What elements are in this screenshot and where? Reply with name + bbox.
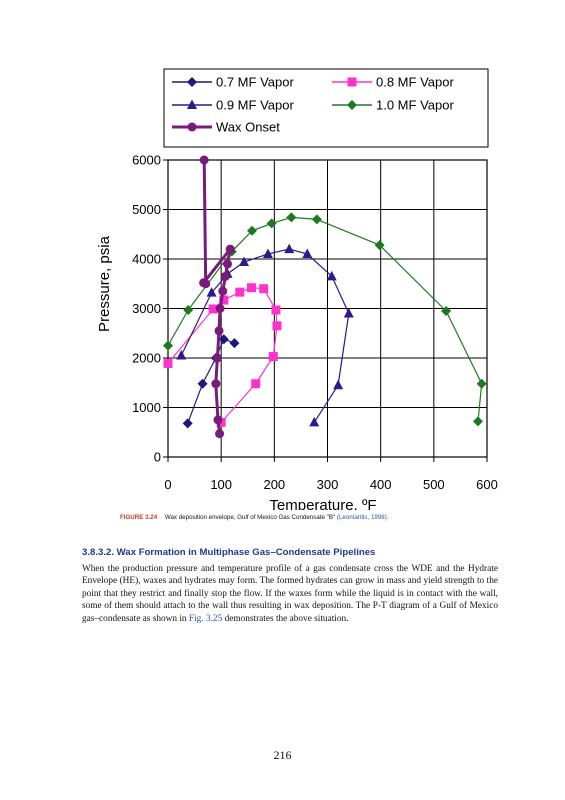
data-point — [212, 353, 222, 363]
data-point — [472, 416, 483, 427]
body-paragraph: When the production pressure and tempera… — [82, 563, 498, 625]
y-tick-label: 2000 — [132, 351, 161, 366]
data-point — [223, 259, 233, 269]
data-point — [268, 352, 278, 362]
chart-axes: 0 100 200 300 400 500 600010002000300040005000… — [132, 153, 498, 493]
data-point — [208, 304, 218, 314]
x-tick-label: 0 — [164, 477, 171, 492]
y-tick-label: 5000 — [132, 202, 161, 217]
data-point — [374, 240, 385, 251]
y-tick-label: 0 — [154, 450, 161, 465]
data-point — [262, 248, 273, 259]
data-point — [176, 350, 187, 360]
x-tick-label: 100 — [210, 477, 232, 492]
x-tick-label: 600 — [476, 477, 498, 492]
wax-deposition-chart: 0.7 MF Vapor 0.8 MF Vapor 0.9 MF Vapor 1.0 … — [96, 68, 498, 510]
data-point — [441, 305, 452, 316]
data-point — [201, 279, 211, 289]
legend-label: 1.0 MF Vapor — [376, 98, 454, 113]
legend-swatch-marker — [347, 100, 357, 110]
data-point — [219, 295, 229, 305]
y-axis-label: Pressure, psia — [96, 235, 113, 332]
y-tick-label: 4000 — [132, 252, 161, 267]
legend-swatch-marker — [187, 77, 197, 87]
x-tick-label: 400 — [370, 477, 392, 492]
data-point — [225, 244, 235, 254]
legend-item: Wax Onset — [172, 120, 280, 135]
data-point — [246, 283, 256, 293]
data-point — [218, 334, 229, 345]
data-point — [206, 287, 217, 297]
data-point — [213, 415, 223, 425]
legend-label: 0.9 MF Vapor — [216, 98, 294, 113]
legend-swatch-marker — [187, 122, 197, 132]
legend-swatch-marker — [347, 77, 357, 87]
x-tick-label: 500 — [423, 477, 445, 492]
data-point — [333, 379, 344, 390]
data-point — [259, 284, 269, 294]
data-point — [284, 243, 295, 254]
data-point — [218, 286, 228, 296]
data-point — [183, 304, 194, 315]
legend-item: 0.7 MF Vapor — [172, 75, 294, 90]
data-point — [247, 225, 258, 236]
data-point — [251, 379, 261, 389]
series-1-0-mf-vapor — [163, 212, 487, 427]
chart-series — [163, 155, 487, 439]
figure-reference-link[interactable]: Fig. 3.25 — [188, 613, 223, 624]
figure-citation[interactable]: (Leontaritis, 1998). — [336, 514, 389, 521]
data-point — [211, 379, 221, 389]
figure-label: FIGURE 3.24 — [120, 514, 158, 521]
section-heading: 3.8.3.2. Wax Formation in Multiphase Gas… — [82, 547, 376, 558]
legend-item: 0.8 MF Vapor — [332, 75, 454, 90]
data-point — [286, 212, 297, 223]
data-point — [215, 429, 225, 439]
series-0-7-mf-vapor — [182, 334, 240, 429]
legend-label: 0.8 MF Vapor — [376, 75, 454, 90]
data-point — [182, 418, 193, 429]
legend-item: 1.0 MF Vapor — [332, 98, 454, 113]
y-tick-label: 6000 — [132, 153, 161, 168]
legend-box — [163, 68, 489, 148]
data-point — [311, 214, 322, 225]
data-point — [309, 416, 320, 427]
data-point — [272, 321, 282, 331]
data-point — [266, 218, 277, 229]
figure-caption-text: Wax deposition envelope, Gulf of Mexico … — [164, 514, 336, 521]
page-number: 216 — [273, 748, 292, 762]
paragraph-text: When the production pressure and tempera… — [82, 564, 498, 624]
paragraph-text-end: demonstrates the above situation. — [224, 613, 349, 624]
x-tick-label: 300 — [317, 477, 339, 492]
data-point — [199, 155, 209, 165]
data-point — [214, 326, 224, 336]
data-point — [326, 270, 337, 281]
chart-legend: 0.7 MF Vapor 0.8 MF Vapor 0.9 MF Vapor 1.0 … — [163, 68, 489, 148]
data-point — [476, 378, 487, 389]
figure-caption: FIGURE 3.24 Wax deposition envelope, Gul… — [120, 514, 540, 521]
data-point — [239, 256, 250, 266]
data-point — [220, 271, 230, 281]
data-point — [215, 304, 225, 313]
legend-item: 0.9 MF Vapor — [172, 98, 294, 113]
data-point — [163, 358, 173, 368]
x-axis-label: Temperature, ºF — [269, 497, 376, 510]
data-point — [229, 338, 240, 349]
y-tick-label: 1000 — [132, 400, 161, 415]
data-point — [271, 305, 281, 315]
data-point — [235, 287, 245, 297]
legend-label: Wax Onset — [216, 120, 280, 135]
data-point — [302, 248, 313, 259]
data-point — [343, 307, 354, 318]
data-point — [197, 378, 208, 389]
data-point — [163, 340, 173, 351]
series-wax-onset — [199, 155, 235, 439]
x-tick-label: 200 — [263, 477, 285, 492]
y-tick-label: 3000 — [132, 301, 161, 316]
legend-label: 0.7 MF Vapor — [216, 75, 294, 90]
legend-swatch-marker — [187, 99, 197, 109]
